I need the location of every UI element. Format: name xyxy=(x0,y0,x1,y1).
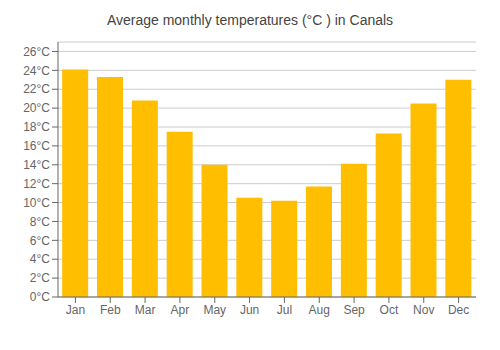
svg-text:12°C: 12°C xyxy=(23,177,50,191)
svg-text:Feb: Feb xyxy=(100,303,121,317)
svg-text:Jan: Jan xyxy=(66,303,85,317)
svg-text:20°C: 20°C xyxy=(23,101,50,115)
svg-text:Apr: Apr xyxy=(171,303,190,317)
svg-text:Sep: Sep xyxy=(343,303,365,317)
svg-text:Jul: Jul xyxy=(277,303,292,317)
svg-text:6°C: 6°C xyxy=(30,234,50,248)
svg-text:14°C: 14°C xyxy=(23,158,50,172)
svg-text:Aug: Aug xyxy=(309,303,330,317)
svg-text:26°C: 26°C xyxy=(23,45,50,59)
svg-text:May: May xyxy=(203,303,226,317)
svg-text:2°C: 2°C xyxy=(30,271,50,285)
svg-text:Jun: Jun xyxy=(240,303,259,317)
svg-text:Dec: Dec xyxy=(448,303,469,317)
svg-text:Nov: Nov xyxy=(413,303,434,317)
svg-text:0°C: 0°C xyxy=(30,290,50,304)
svg-text:16°C: 16°C xyxy=(23,139,50,153)
svg-text:8°C: 8°C xyxy=(30,215,50,229)
svg-text:10°C: 10°C xyxy=(23,196,50,210)
svg-text:Mar: Mar xyxy=(135,303,156,317)
svg-text:22°C: 22°C xyxy=(23,82,50,96)
html-text:Average monthly temperatures (: Average monthly temperatures (°C ) in Ca… xyxy=(106,12,394,28)
svg-text:18°C: 18°C xyxy=(23,120,50,134)
svg-text:4°C: 4°C xyxy=(30,252,50,266)
svg-text:24°C: 24°C xyxy=(23,64,50,78)
svg-text:Oct: Oct xyxy=(380,303,399,317)
